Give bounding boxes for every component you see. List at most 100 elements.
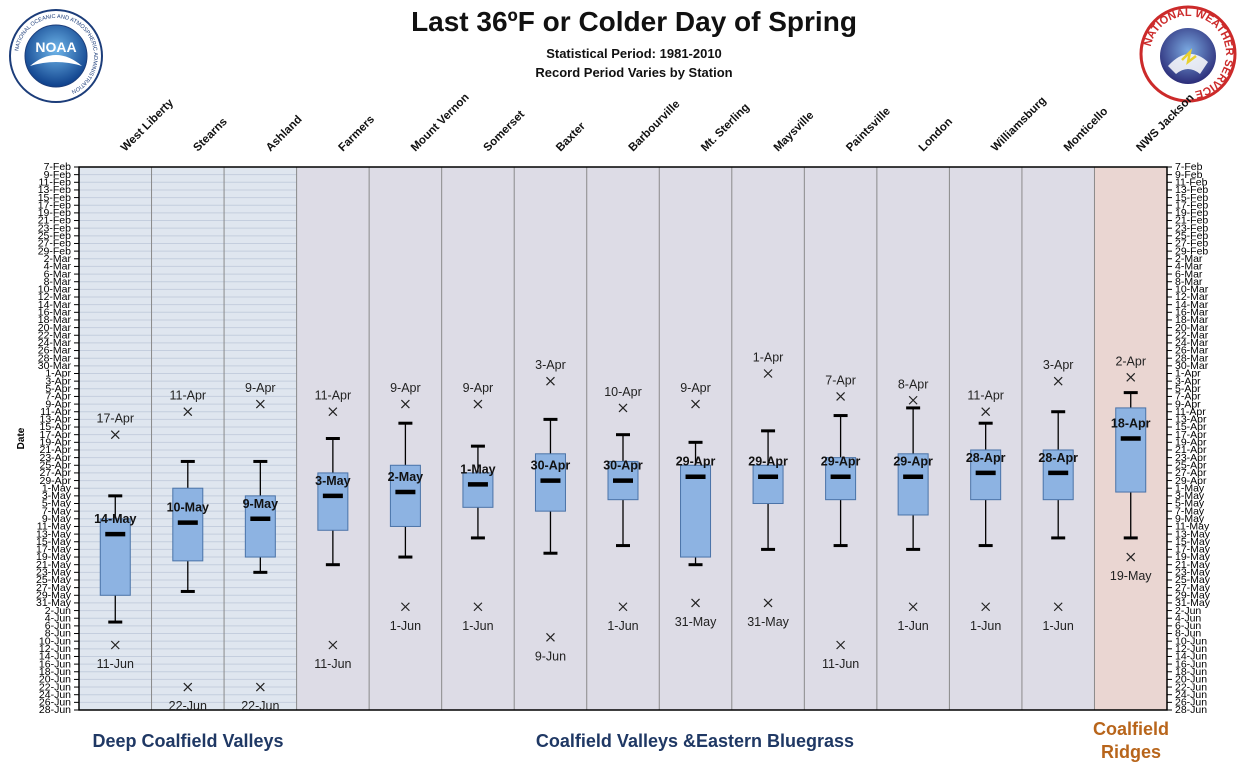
y-tick-label-left: 13-Feb [38,184,71,196]
y-tick-label-left: 1-May [42,482,72,494]
record-early-label: 9-Apr [680,381,711,395]
record-late-label: 1-Jun [897,619,928,633]
y-tick-label-right: 15-May [1175,536,1211,548]
y-tick-label-left: 15-May [36,536,72,548]
record-late-label: 31-May [747,615,789,629]
y-tick-label-left: 24-Jun [39,689,71,701]
record-late-marker [1126,552,1136,562]
y-tick-label-left: 7-May [42,505,72,517]
record-late-marker [981,602,991,612]
y-tick-label-left: 16-Jun [39,658,71,670]
record-late-label: 11-Jun [97,657,134,671]
y-tick-label-right: 10-Mar [1175,284,1209,296]
record-early-marker [763,369,773,378]
y-tick-label-left: 22-Mar [38,329,72,341]
y-tick-label-right: 19-May [1175,551,1211,563]
y-tick-label-left: 20-Jun [39,674,71,686]
y-tick-label-left: 10-Jun [39,635,71,647]
y-tick-label-right: 9-Apr [1175,398,1201,410]
y-tick-label-right: 25-May [1175,574,1211,586]
station-label: Somerset [482,108,528,154]
y-tick-label-left: 5-Apr [45,383,71,395]
record-early-label: 2-Apr [1115,354,1146,368]
median-label: 28-Apr [966,451,1006,465]
y-tick-label-left: 14-Jun [39,651,71,663]
record-late-label: 31-May [675,615,717,629]
y-tick-label-left: 24-Mar [38,337,72,349]
y-tick-label-right: 22-Jun [1175,681,1207,693]
y-tick-label-left: 18-Mar [38,314,72,326]
plot-frame [78,166,1168,711]
record-early-marker [110,430,120,440]
record-early-label: 10-Apr [604,385,642,399]
y-tick-label-right: 2-Mar [1175,253,1203,265]
box [752,464,784,505]
y-tick-label-left: 5-May [42,498,72,510]
y-tick-label-left: 14-Mar [38,299,72,311]
chart-subtitle: Statistical Period: 1981-2010 [546,46,722,61]
record-early-marker [1053,376,1063,386]
y-tick-label-left: 23-Apr [39,452,71,464]
station-label: Mt. Sterling [699,101,752,154]
y-tick-label-left: 10-Mar [38,284,72,296]
nws-logo-icon: NATIONAL WEATHER SERVICE [1139,5,1237,103]
record-late-marker [836,640,846,650]
region-label-coalfield-ridges-line-2: Ridges [1100,742,1161,762]
median-label: 1-May [460,462,495,476]
y-tick-label-left: 3-May [42,490,72,502]
y-tick-label-left: 17-Feb [38,199,71,211]
station-label: Baxter [554,120,588,154]
record-late-marker [255,682,265,692]
record-late-marker [473,602,483,612]
y-tick-label-right: 24-Mar [1175,337,1209,349]
box [1115,407,1147,493]
box [897,453,929,516]
y-tick-label-right: 12-Jun [1175,643,1207,655]
y-tick-label-left: 4-Jun [45,612,71,624]
y-tick-label-left: 3-Apr [45,375,71,387]
y-tick-label-left: 13-May [36,528,72,540]
record-early-marker [400,399,410,409]
station-label: Paintsville [844,105,893,154]
median-label: 29-Apr [821,455,861,469]
region-background [296,167,1095,710]
y-tick-label-left: 26-Jun [39,697,71,709]
y-tick-label-right: 30-Mar [1175,360,1209,372]
y-tick-label-left: 4-Mar [44,261,72,273]
y-tick-label-right: 15-Feb [1175,192,1208,204]
y-tick-label-right: 20-Jun [1175,674,1207,686]
y-tick-label-right: 6-Mar [1175,268,1203,280]
y-tick-label-right: 16-Mar [1175,307,1209,319]
y-tick-label-left: 23-May [36,567,72,579]
record-late-marker [763,598,773,608]
median-label: 29-Apr [748,455,788,469]
y-tick-label-left: 29-May [36,589,72,601]
record-early-marker [473,399,483,409]
record-early-label: 3-Apr [1043,358,1074,372]
y-tick-label-right: 10-Jun [1175,635,1207,647]
y-tick-label-right: 26-Mar [1175,345,1209,357]
y-tick-label-left: 6-Mar [44,268,72,280]
y-tick-label-right: 12-Mar [1175,291,1209,303]
y-tick-label-right: 3-May [1175,490,1205,502]
y-tick-label-left: 28-Mar [38,352,72,364]
record-late-marker [1053,602,1063,612]
region-label-coalfield-ridges-line-1: Coalfield [1092,719,1169,739]
y-tick-label-right: 22-Mar [1175,329,1209,341]
y-tick-label-left: 25-Apr [39,459,71,471]
y-tick-label-right: 5-Apr [1175,383,1201,395]
y-tick-label-right: 14-Mar [1175,299,1209,311]
y-tick-label-left: 21-Apr [39,444,71,456]
box [244,495,276,558]
y-tick-label-right: 27-Feb [1175,238,1208,250]
record-early-marker [183,407,193,417]
y-tick-label-right: 13-May [1175,528,1211,540]
record-early-marker [908,395,918,405]
record-early-label: 9-Apr [463,381,494,395]
record-early-label: 8-Apr [898,377,929,391]
station-label: Stearns [191,116,229,154]
station-label: Williamsburg [989,95,1048,154]
y-tick-label-left: 26-Mar [38,345,72,357]
y-tick-label-right: 15-Apr [1175,421,1207,433]
y-tick-label-right: 11-Feb [1175,176,1208,188]
